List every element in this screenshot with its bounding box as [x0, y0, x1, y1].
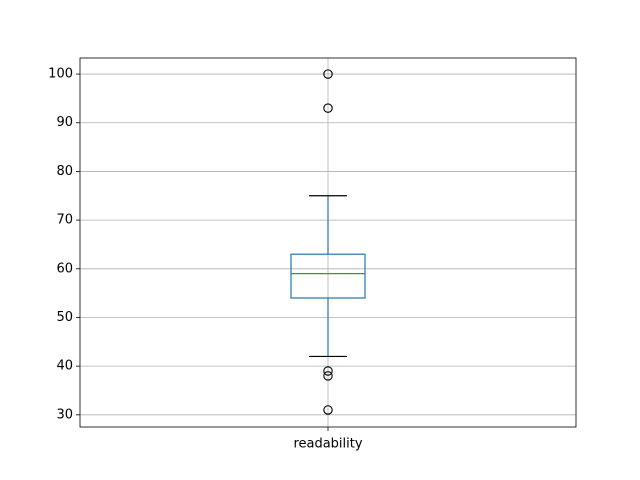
- plot-frame: [79, 57, 577, 428]
- y-tick-label: 70: [56, 213, 73, 228]
- x-tick-label: readability: [293, 437, 362, 452]
- y-tick-label: 80: [56, 164, 73, 179]
- flier: [323, 366, 333, 376]
- flier: [323, 69, 333, 79]
- box: [290, 253, 366, 299]
- flier: [323, 103, 333, 113]
- flier: [323, 371, 333, 381]
- y-tick-label: 90: [56, 115, 73, 130]
- y-tick-label: 60: [56, 261, 73, 276]
- y-tick-label: 50: [56, 310, 73, 325]
- y-tick-label: 30: [56, 407, 73, 422]
- y-tick-label: 40: [56, 359, 73, 374]
- flier: [323, 405, 333, 415]
- y-tick-label: 100: [48, 67, 73, 82]
